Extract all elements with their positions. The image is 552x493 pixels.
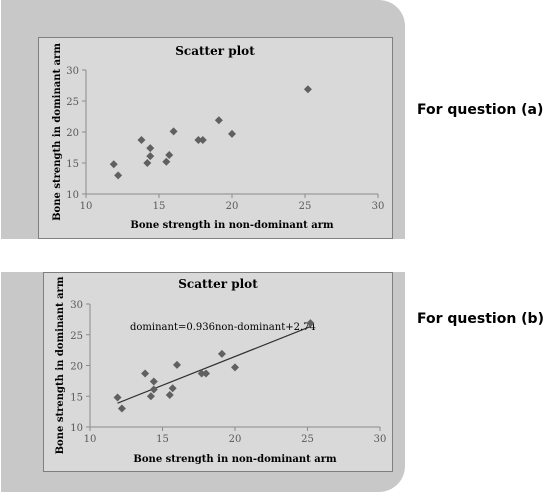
y-tick-label-a: 25	[66, 97, 79, 108]
y-tick-label-a: 10	[66, 190, 79, 201]
data-point-b	[165, 391, 174, 400]
x-tick-label-b: 30	[374, 434, 387, 445]
x-tick-label-a: 25	[299, 201, 312, 212]
data-point-a	[169, 127, 178, 136]
question-a-label: For question (a)	[417, 102, 544, 118]
data-point-a	[143, 159, 152, 167]
data-point-a	[165, 150, 174, 159]
data-point-b	[217, 349, 226, 358]
plot-frame-a	[38, 37, 393, 239]
data-point-b	[117, 404, 126, 413]
y-tick-label-a: 30	[66, 66, 79, 77]
data-point-b	[197, 369, 206, 378]
x-tick-label-a: 10	[80, 201, 93, 212]
data-point-b	[141, 369, 150, 378]
data-point-b	[306, 319, 315, 328]
y-tick-label-b: 30	[70, 300, 83, 311]
y-tick-label-b: 25	[70, 331, 83, 342]
y-axis-label-a: Bone strength in dominant arm	[52, 43, 63, 221]
x-tick-label-a: 15	[153, 201, 166, 212]
x-tick-label-b: 10	[84, 434, 97, 445]
chart-title-b: Scatter plot	[178, 277, 258, 291]
x-tick-label-a: 30	[372, 201, 385, 212]
data-point-b	[149, 377, 158, 386]
data-point-b	[113, 393, 122, 402]
data-point-a	[146, 144, 155, 153]
chart-title-a: Scatter plot	[175, 44, 255, 58]
y-tick-label-b: 20	[70, 362, 83, 373]
x-tick-label-a: 20	[226, 201, 239, 212]
question-b-label: For question (b)	[417, 311, 544, 327]
x-axis-label-b: Bone strength in non-dominant arm	[133, 454, 337, 465]
y-tick-label-b: 10	[70, 423, 83, 434]
data-point-b	[202, 369, 210, 378]
y-tick-label-b: 15	[70, 392, 83, 403]
data-point-b	[173, 360, 181, 369]
x-tick-label-b: 20	[229, 434, 242, 445]
data-point-a	[214, 116, 223, 125]
data-point-b	[168, 384, 177, 393]
data-point-a	[303, 85, 312, 94]
data-point-a	[228, 129, 236, 138]
data-point-b	[146, 392, 155, 401]
data-point-a	[114, 171, 123, 180]
data-point-b	[149, 385, 158, 394]
y-tick-label-a: 15	[66, 159, 79, 170]
x-tick-label-b: 25	[301, 434, 314, 445]
x-tick-label-b: 15	[156, 434, 169, 445]
x-axis-label-a: Bone strength in non-dominant arm	[130, 220, 334, 231]
y-tick-label-a: 20	[66, 128, 79, 139]
data-point-a	[194, 136, 203, 145]
data-point-a	[146, 152, 155, 161]
y-axis-label-b: Bone strength in dominant arm	[55, 276, 66, 454]
plot-frame-b	[43, 272, 393, 472]
data-point-a	[137, 136, 146, 145]
data-point-a	[198, 136, 207, 145]
data-point-b	[231, 363, 239, 372]
trendline-b	[117, 326, 311, 404]
data-point-a	[109, 160, 118, 169]
trendline-equation-b: dominant=0.936non-dominant+2.74	[130, 322, 316, 333]
data-point-a	[162, 157, 171, 166]
